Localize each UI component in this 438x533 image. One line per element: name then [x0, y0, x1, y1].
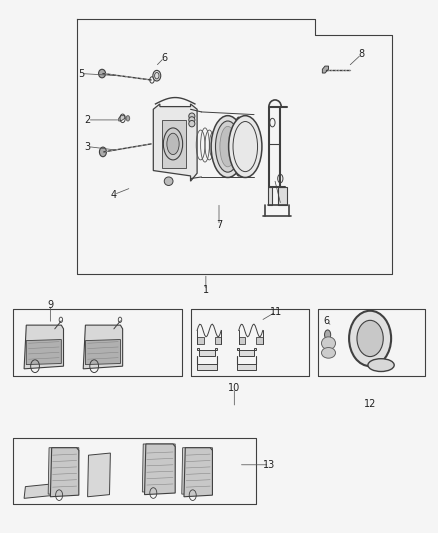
Polygon shape [145, 444, 175, 495]
Text: 2: 2 [85, 115, 91, 125]
Polygon shape [88, 453, 110, 497]
Ellipse shape [215, 121, 240, 172]
Polygon shape [197, 337, 204, 344]
Ellipse shape [163, 128, 183, 160]
Ellipse shape [99, 69, 106, 78]
Text: 12: 12 [364, 399, 376, 409]
Polygon shape [24, 325, 64, 369]
Polygon shape [322, 66, 328, 73]
Polygon shape [215, 337, 221, 344]
Text: 6: 6 [323, 316, 329, 326]
Text: 11: 11 [270, 307, 282, 317]
Ellipse shape [368, 359, 394, 372]
Ellipse shape [229, 116, 262, 177]
Polygon shape [197, 348, 217, 356]
Ellipse shape [126, 116, 130, 121]
Ellipse shape [99, 147, 106, 157]
Polygon shape [184, 448, 212, 497]
Polygon shape [26, 340, 61, 365]
Text: 5: 5 [78, 69, 84, 78]
Polygon shape [24, 484, 52, 498]
Text: 13: 13 [263, 460, 276, 470]
Polygon shape [268, 187, 272, 205]
Polygon shape [83, 325, 123, 369]
Ellipse shape [357, 320, 383, 357]
Text: 1: 1 [203, 286, 209, 295]
Polygon shape [119, 116, 125, 121]
Polygon shape [85, 340, 120, 365]
Polygon shape [197, 364, 217, 370]
Ellipse shape [164, 177, 173, 185]
Text: 10: 10 [228, 383, 240, 393]
Polygon shape [142, 444, 175, 492]
Text: 3: 3 [85, 142, 91, 151]
Polygon shape [182, 448, 212, 494]
Polygon shape [153, 104, 197, 181]
Text: 6: 6 [161, 53, 167, 62]
Ellipse shape [325, 330, 331, 340]
Ellipse shape [220, 126, 236, 167]
Polygon shape [237, 364, 256, 370]
Polygon shape [50, 448, 79, 497]
Ellipse shape [189, 117, 195, 123]
Polygon shape [48, 448, 79, 494]
Ellipse shape [321, 337, 336, 350]
Ellipse shape [153, 70, 161, 81]
Text: 9: 9 [47, 301, 53, 310]
Ellipse shape [167, 133, 179, 155]
Text: 7: 7 [216, 221, 222, 230]
Ellipse shape [211, 116, 244, 177]
Polygon shape [162, 120, 186, 168]
Polygon shape [239, 337, 245, 344]
Ellipse shape [189, 113, 195, 119]
Text: 4: 4 [111, 190, 117, 199]
Ellipse shape [189, 120, 195, 127]
Polygon shape [237, 348, 256, 356]
Ellipse shape [321, 348, 336, 358]
Polygon shape [278, 187, 287, 205]
Polygon shape [256, 337, 263, 344]
Ellipse shape [349, 311, 391, 366]
Text: 8: 8 [358, 50, 364, 59]
